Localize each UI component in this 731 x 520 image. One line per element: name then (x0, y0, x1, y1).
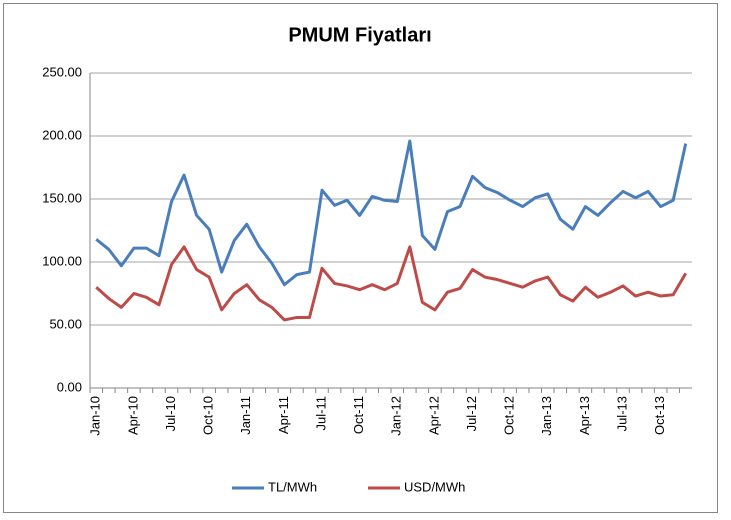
x-tick-label: Apr-13 (577, 396, 592, 435)
x-tick-label: Jul-12 (464, 396, 479, 431)
x-tick-label: Oct-13 (652, 396, 667, 435)
x-tick-label: Oct-10 (201, 396, 216, 435)
y-tick-label: 0.00 (57, 379, 82, 394)
x-tick-label: Jan-12 (389, 396, 404, 436)
x-tick-label: Apr-12 (426, 396, 441, 435)
x-tick-label: Jan-10 (88, 396, 103, 436)
x-tick-label: Oct-12 (502, 396, 517, 435)
chart-frame (3, 3, 718, 513)
data-line (95, 139, 688, 287)
chart-title: PMUM Fiyatları (288, 24, 431, 46)
data-line (95, 245, 688, 322)
legend-label: TL/MWh (268, 479, 317, 494)
y-tick-label: 250.00 (42, 64, 82, 79)
legend-label: USD/MWh (404, 479, 465, 494)
x-tick-label: Apr-10 (125, 396, 140, 435)
x-tick-label: Jan-11 (238, 396, 253, 435)
x-tick-label: Jul-10 (163, 396, 178, 431)
y-tick-label: 150.00 (42, 190, 82, 205)
y-tick-label: 100.00 (42, 253, 82, 268)
x-tick-label: Jul-11 (313, 396, 328, 430)
x-tick-label: Oct-11 (351, 396, 366, 434)
y-tick-label: 200.00 (42, 127, 82, 142)
x-tick-label: Jan-13 (539, 396, 554, 436)
x-tick-label: Jul-13 (614, 396, 629, 431)
x-tick-label: Apr-11 (276, 396, 291, 434)
y-tick-label: 50.00 (49, 316, 82, 331)
